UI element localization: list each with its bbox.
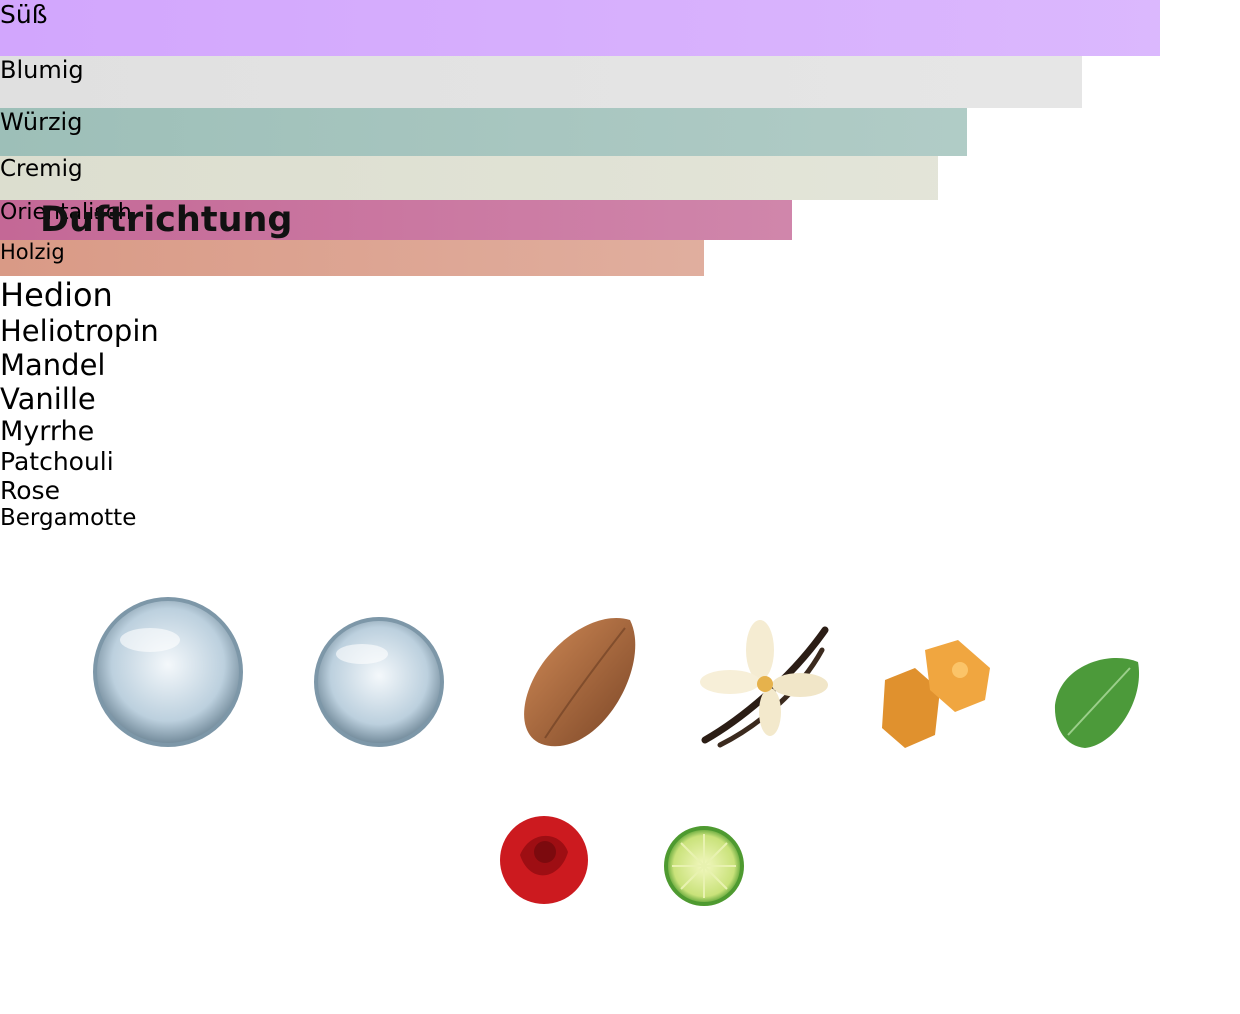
vanilla-icon: [700, 620, 829, 748]
accord-bar: Holzig: [0, 240, 705, 276]
patchouli-icon: [1054, 657, 1140, 748]
section-title: Duftrichtung: [40, 200, 293, 240]
note-label: Rose: [0, 476, 60, 505]
note-label: Bergamotte: [0, 505, 137, 531]
heliotropin-icon: [314, 617, 444, 747]
note-label: Hedion: [0, 276, 113, 314]
note-label: Vanille: [0, 382, 96, 416]
accord-bar: Cremig: [0, 156, 939, 200]
myrrh-icon: [882, 640, 990, 748]
almond-icon: [524, 617, 636, 747]
accord-label: Orientalisch: [0, 200, 132, 225]
accord-label: Holzig: [0, 240, 65, 264]
accord-label: Blumig: [0, 56, 84, 84]
rose-icon: [500, 816, 588, 904]
hedion-icon: [93, 597, 243, 747]
accord-bar: Würzig: [0, 108, 968, 156]
accord-label: Süß: [0, 0, 48, 29]
accord-bar: Blumig: [0, 56, 1083, 108]
accord-bar: Orientalisch: [0, 200, 793, 240]
note-label: Heliotropin: [0, 314, 159, 348]
bergamot-icon: [664, 826, 744, 906]
accord-label: Cremig: [0, 156, 83, 182]
note-label: Patchouli: [0, 447, 114, 476]
note-label: Mandel: [0, 348, 106, 382]
note-label: Myrrhe: [0, 416, 95, 447]
accord-label: Würzig: [0, 108, 83, 136]
accord-bar: Süß: [0, 0, 1160, 56]
